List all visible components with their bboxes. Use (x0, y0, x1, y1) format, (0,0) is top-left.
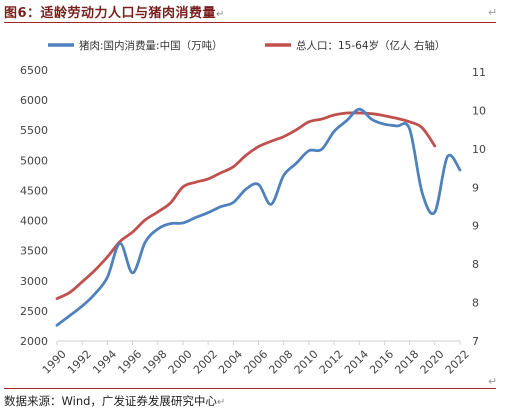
footer-rule (4, 388, 496, 389)
legend-label-population: 总人口：15-64岁（亿人 右轴） (296, 39, 445, 52)
x-tick-label: 2002 (191, 348, 220, 377)
title-underline (4, 22, 496, 23)
y-right-tick-label: 7 (472, 335, 479, 348)
x-tick-label: 2004 (216, 348, 245, 377)
x-tick-label: 2006 (241, 348, 270, 377)
figure-title-text: 图6：适龄劳动力人口与猪肉消费量 (4, 6, 217, 21)
source-note-text: 数据来源：Wind，广发证券发展研究中心 (4, 394, 217, 408)
y-right-tick-label: 8 (472, 258, 479, 271)
right-axis-ticks: 7 8 8 9 9 10 10 11 (472, 66, 486, 348)
y-right-tick-label: 11 (472, 66, 486, 79)
x-tick-label: 2022 (443, 348, 472, 377)
x-tick-label: 1992 (65, 348, 94, 377)
source-note: 数据来源：Wind，广发证券发展研究中心↵ (4, 393, 225, 409)
y-left-tick-label: 6500 (20, 64, 48, 77)
legend-label-pork: 猪肉:国内消费量:中国（万吨） (79, 39, 223, 52)
y-right-tick-label: 8 (472, 297, 479, 310)
y-left-tick-label: 2000 (20, 335, 48, 348)
x-tick-label: 2012 (317, 348, 346, 377)
left-axis-ticks: 2000 2500 3000 3500 4000 4500 5000 5500 6000 6500 (20, 64, 48, 348)
y-left-tick-label: 5000 (20, 154, 48, 167)
y-right-tick-label: 9 (472, 220, 479, 233)
y-left-tick-label: 6000 (20, 94, 48, 107)
x-tick-label: 2010 (292, 348, 321, 377)
x-tick-label: 2016 (367, 348, 396, 377)
corner-return-mark-top: ↵ (488, 6, 498, 19)
y-left-tick-label: 5500 (20, 124, 48, 137)
x-tick-label: 2000 (166, 348, 195, 377)
legend: 猪肉:国内消费量:中国（万吨） 总人口：15-64岁（亿人 右轴） (48, 39, 445, 52)
x-tick-label: 1990 (40, 348, 69, 377)
x-tick-label: 1996 (115, 348, 144, 377)
y-right-tick-label: 10 (472, 143, 486, 156)
y-left-tick-label: 3500 (20, 245, 48, 258)
x-tick-label: 1998 (141, 348, 170, 377)
y-right-tick-label: 9 (472, 181, 479, 194)
y-right-tick-label: 10 (472, 104, 486, 117)
corner-return-mark-bottom: ↵ (488, 375, 498, 388)
source-return-mark: ↵ (216, 397, 226, 408)
series-line-pork (55, 107, 462, 327)
x-tick-label: 2018 (392, 348, 421, 377)
y-left-tick-label: 4000 (20, 215, 48, 228)
x-tick-label: 2008 (266, 348, 295, 377)
x-tick-label: 1994 (90, 348, 119, 377)
x-axis-ticks: 1990199219941996199820002002200420062008… (40, 341, 472, 377)
y-left-tick-label: 4500 (20, 184, 48, 197)
x-tick-label: 2020 (418, 348, 447, 377)
x-tick-label: 2014 (342, 348, 371, 377)
series-line-population (55, 111, 437, 300)
figure-title: 图6：适龄劳动力人口与猪肉消费量↵ (4, 2, 225, 21)
y-left-tick-label: 3000 (20, 275, 48, 288)
return-mark: ↵ (216, 9, 225, 20)
y-left-tick-label: 2500 (20, 305, 48, 318)
